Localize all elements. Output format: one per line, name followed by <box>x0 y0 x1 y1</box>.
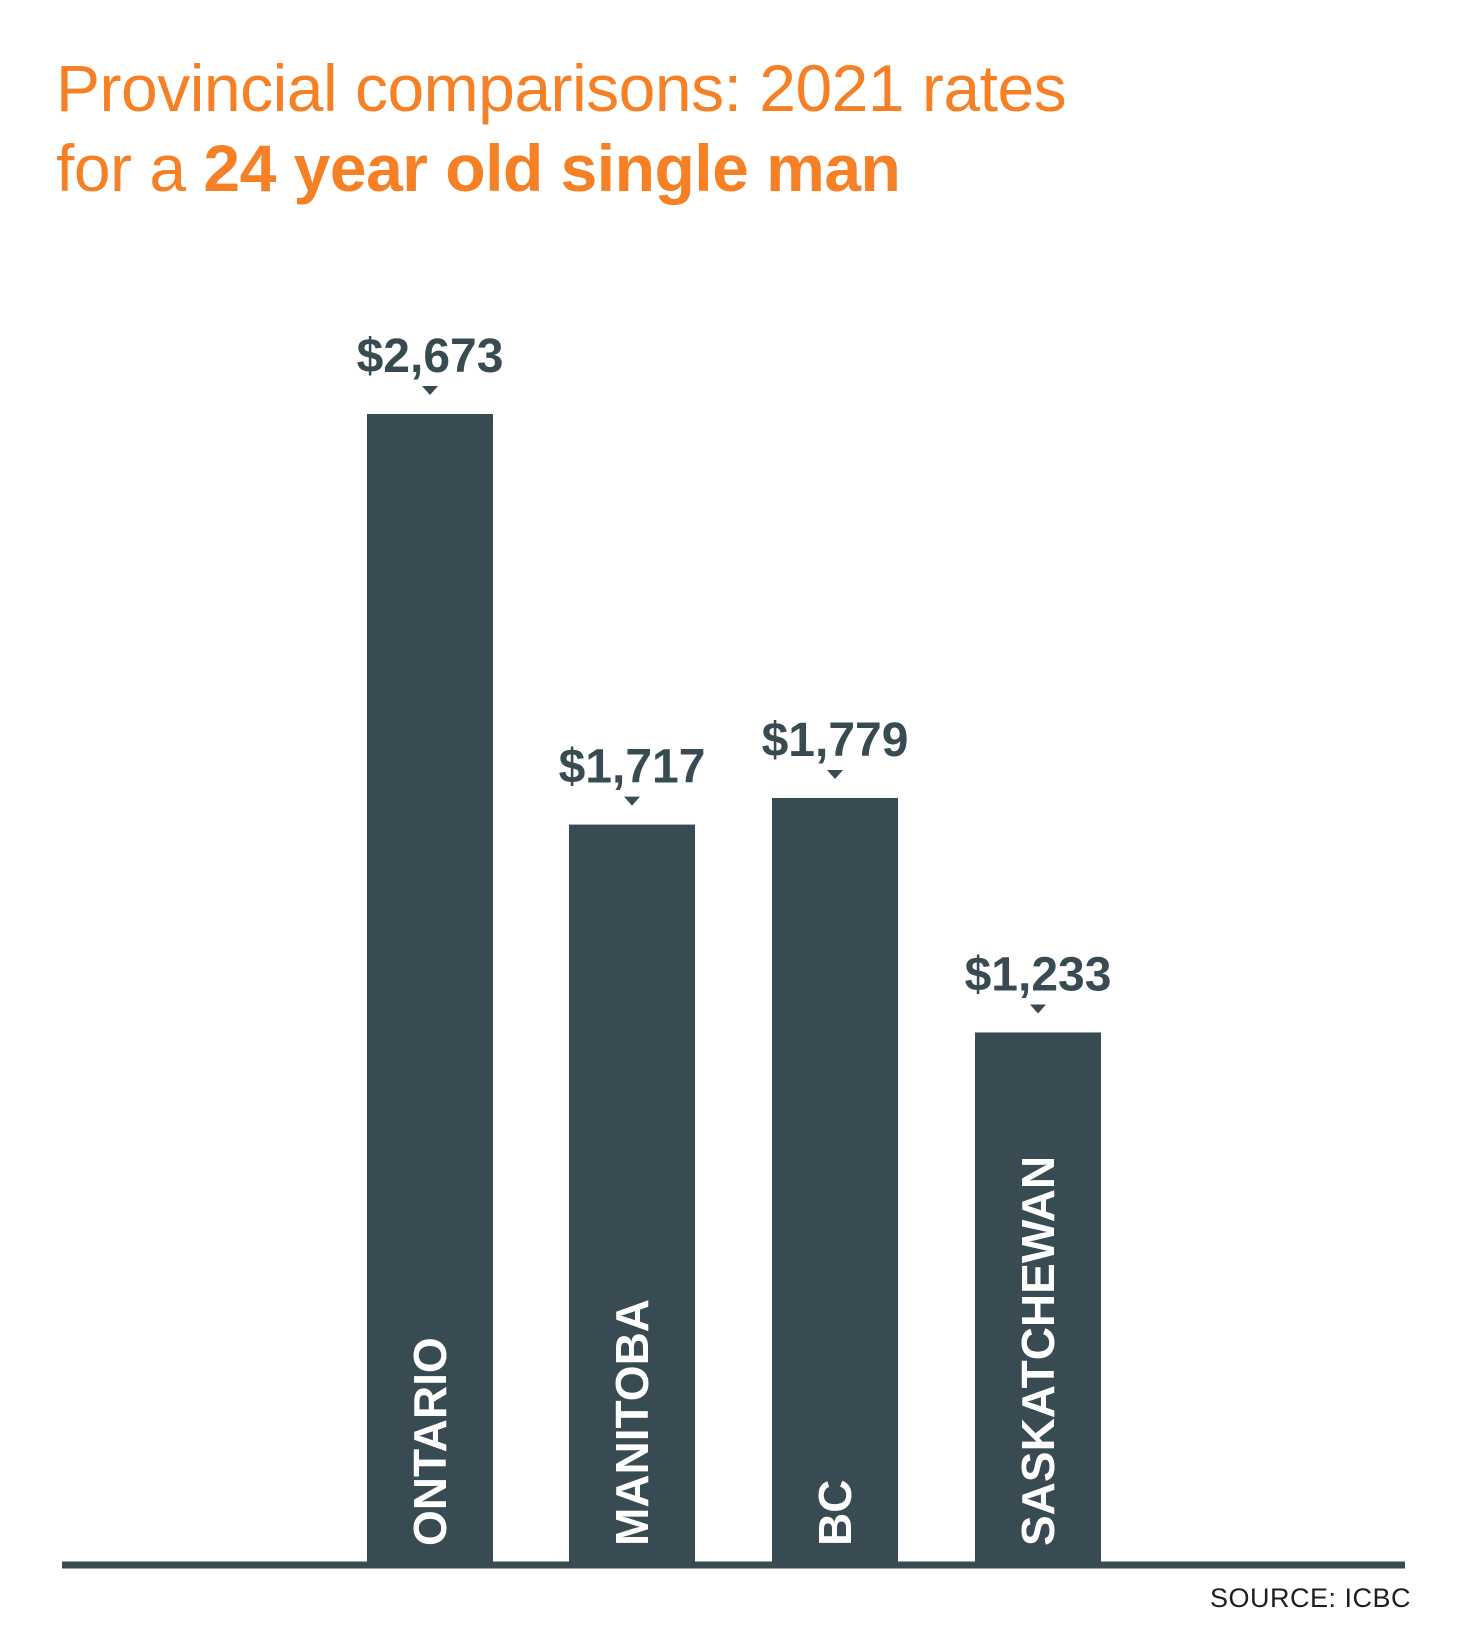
category-label-bc: BC <box>809 1480 861 1546</box>
title-line-2-regular: for a <box>56 131 204 205</box>
category-label-saskatchewan: SASKATCHEWAN <box>1012 1156 1064 1546</box>
bar-bc <box>772 797 898 1562</box>
chart-title: Provincial comparisons: 2021 rates for a… <box>56 48 1067 208</box>
value-label-ontario: $2,673 <box>357 330 504 383</box>
bar-saskatchewan <box>975 1032 1101 1562</box>
value-pointer-ontario <box>422 386 438 395</box>
category-label-manitoba: MANITOBA <box>606 1299 658 1546</box>
title-line-2-bold: 24 year old single man <box>203 131 901 205</box>
title-line-2: for a 24 year old single man <box>56 128 1066 208</box>
bar-ontario <box>367 414 493 1562</box>
value-label-bc: $1,779 <box>762 714 909 767</box>
source-note: SOURCE: ICBC <box>1209 1583 1411 1613</box>
value-pointer-bc <box>827 769 843 779</box>
bar-manitoba <box>569 824 695 1562</box>
title-line-1: Provincial comparisons: 2021 rates <box>56 51 1067 125</box>
value-label-manitoba: $1,717 <box>559 741 706 794</box>
value-label-saskatchewan: $1,233 <box>965 948 1112 1001</box>
value-pointer-saskatchewan <box>1030 1004 1046 1014</box>
value-pointer-manitoba <box>624 796 640 806</box>
bars-group: $2,673 ONTARIO $1,717 MANITOBA $1,779 BC $1,23… <box>357 330 1112 1562</box>
category-label-ontario: ONTARIO <box>404 1337 456 1546</box>
